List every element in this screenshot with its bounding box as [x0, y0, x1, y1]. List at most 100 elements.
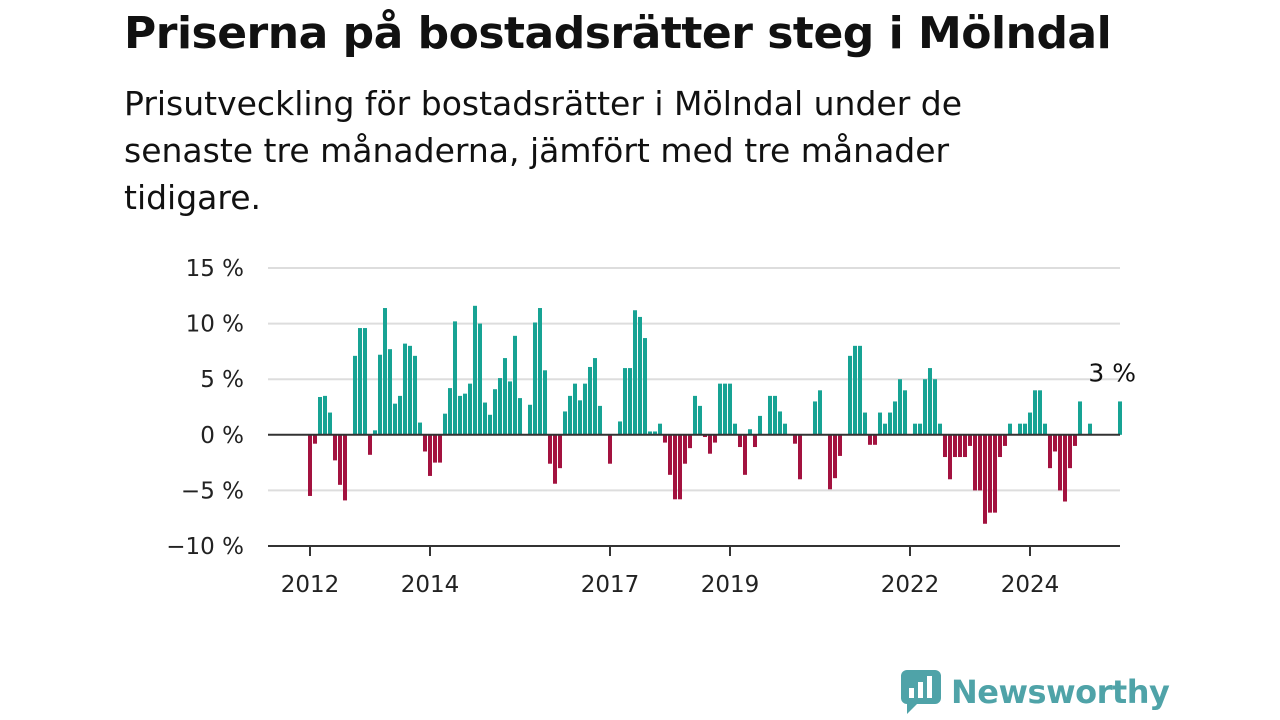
bar [713, 434, 717, 443]
bar [463, 393, 467, 435]
bar [1023, 423, 1027, 435]
bar [878, 412, 882, 435]
bar [948, 434, 952, 480]
bar [423, 434, 427, 452]
y-tick-label: 15 % [186, 256, 244, 282]
axes [268, 433, 1120, 556]
bar [673, 434, 677, 500]
bars [308, 305, 1122, 524]
bar [588, 366, 592, 435]
bar [768, 395, 772, 435]
bar [883, 423, 887, 435]
x-tick-label: 2019 [701, 572, 760, 598]
bar [518, 398, 522, 435]
bar [853, 345, 857, 435]
bar [643, 338, 647, 435]
tick-labels: 15 % 10 % 5 % 0 % −5 % −10 % 2012 2014 2017 2019 2… [166, 256, 1059, 598]
bar [323, 395, 327, 435]
bar [738, 434, 742, 448]
brand-name: Newsworthy [951, 673, 1170, 711]
bar [368, 434, 372, 455]
bar [563, 411, 567, 435]
bar [928, 368, 932, 435]
bar [358, 328, 362, 435]
bar [408, 345, 412, 435]
bar [983, 434, 987, 524]
bar [558, 434, 562, 469]
x-tick-label: 2017 [581, 572, 640, 598]
bar [868, 434, 872, 445]
bar [903, 390, 907, 435]
bar [378, 354, 382, 435]
bar [678, 434, 682, 500]
bar [783, 423, 787, 435]
bar [318, 396, 322, 435]
bar [943, 434, 947, 458]
bar [468, 383, 472, 435]
bar [743, 434, 747, 475]
bar [493, 389, 497, 435]
bar [1078, 401, 1082, 435]
bar [918, 423, 922, 435]
bar [718, 383, 722, 435]
bar [328, 412, 332, 435]
bar [833, 434, 837, 479]
bar [528, 404, 532, 435]
bar [653, 431, 657, 435]
bar [513, 335, 517, 435]
bar [913, 423, 917, 435]
bar [828, 434, 832, 490]
bar [448, 388, 452, 435]
newsworthy-logo: Newsworthy [901, 668, 1170, 716]
bar [1053, 434, 1057, 452]
bar [498, 378, 502, 435]
bar [488, 414, 492, 435]
bar [598, 405, 602, 435]
chart-subtitle: Prisutveckling för bostadsrätter i Mölnd… [124, 84, 963, 217]
bar [438, 434, 442, 463]
bar [573, 383, 577, 435]
bar [648, 431, 652, 435]
x-tick-label: 2014 [401, 572, 460, 598]
bar [688, 434, 692, 449]
bar [398, 395, 402, 435]
bar [443, 413, 447, 435]
bar [538, 308, 542, 435]
x-tick-label: 2022 [881, 572, 940, 598]
chart-title: Priserna på bostadsrätter steg i Mölndal [124, 8, 1112, 59]
bar [1033, 390, 1037, 435]
bar [473, 305, 477, 435]
bar [1028, 412, 1032, 435]
bar [703, 434, 707, 438]
bar [593, 358, 597, 435]
bar [793, 434, 797, 444]
bar [863, 412, 867, 435]
bar [813, 401, 817, 435]
bar [453, 321, 457, 435]
bar [403, 343, 407, 435]
bar [693, 395, 697, 435]
bar [313, 434, 317, 444]
bar [848, 355, 852, 435]
bar [778, 411, 782, 435]
bar [543, 370, 547, 435]
bar-chart-logo-icon [901, 670, 941, 714]
bar [973, 434, 977, 491]
bar [333, 434, 337, 461]
bar [1058, 434, 1062, 491]
bar [1048, 434, 1052, 469]
bar [663, 434, 667, 443]
bar [483, 402, 487, 435]
bar [568, 395, 572, 435]
bar [993, 434, 997, 513]
bar [988, 434, 992, 513]
bar [458, 395, 462, 435]
bar [723, 383, 727, 435]
bar [1018, 423, 1022, 435]
bar [548, 434, 552, 464]
bar [1038, 390, 1042, 435]
bar [953, 434, 957, 458]
bar [933, 379, 937, 435]
bar [343, 434, 347, 501]
